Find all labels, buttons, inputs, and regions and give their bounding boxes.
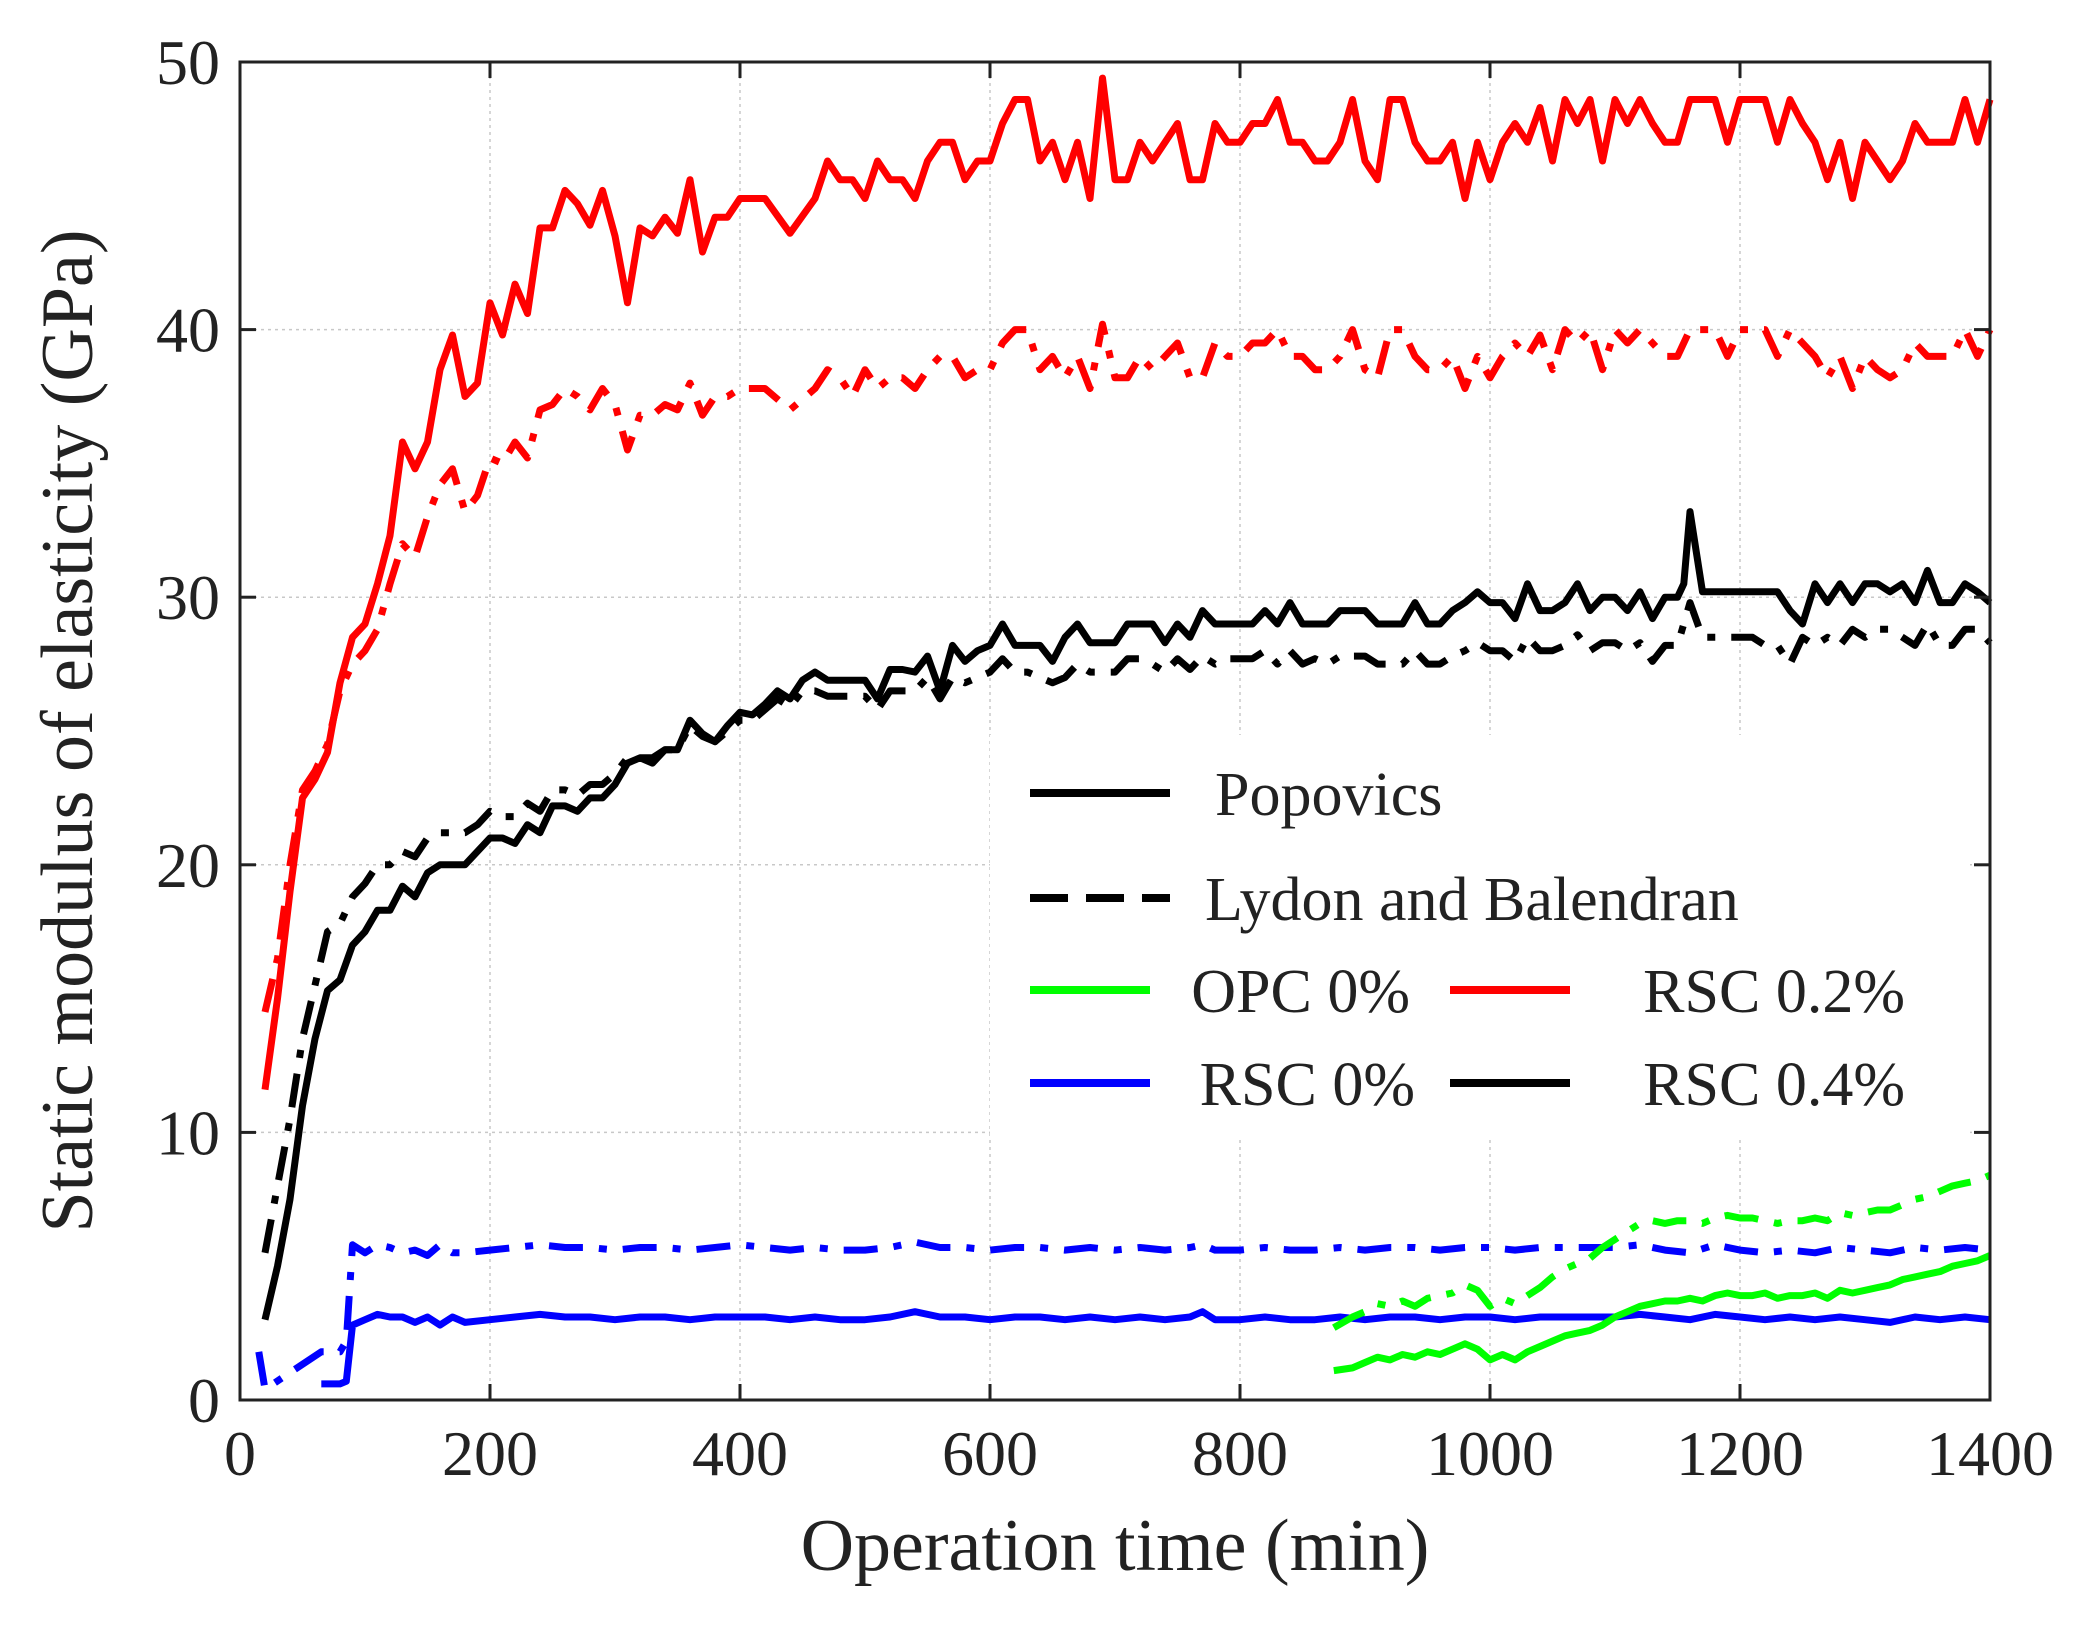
legend-label-rsc-0-4: RSC 0.4%	[1643, 1051, 1905, 1119]
axis-ticks: 0 200 400 600 800 1000 1200 1400 0 10 20 30 40 50	[156, 27, 2054, 1489]
series-line-opc-0-popovics	[1333, 1252, 1992, 1375]
y-axis-title: Static modulus of elasticity (GPa)	[27, 230, 109, 1233]
series-line-rsc-0-4-popovics	[261, 508, 1993, 1321]
y-tick-label: 40	[156, 295, 220, 366]
legend: Popovics Lydon and Balendran OPC 0% RSC 0.2…	[990, 735, 1970, 1140]
series-line-rsc-0-2-lydon-and-balendran	[261, 320, 1994, 1013]
series-line-rsc-0-2-popovics	[261, 74, 1994, 1091]
legend-label-rsc-0: RSC 0%	[1200, 1051, 1415, 1119]
y-tick-label: 20	[156, 830, 220, 901]
x-axis-title: Operation time (min)	[801, 1505, 1430, 1587]
x-tick-label: 200	[442, 1418, 538, 1489]
y-tick-label: 10	[156, 1097, 220, 1168]
x-tick-label: 0	[224, 1418, 256, 1489]
x-tick-label: 400	[692, 1418, 788, 1489]
plot-frame	[238, 60, 1992, 1402]
legend-box	[990, 735, 1970, 1140]
series-line-rsc-0-lydon-and-balendran	[255, 1238, 1991, 1393]
series-line-opc-0-lydon-and-balendran	[1332, 1171, 1992, 1331]
y-tick-label: 30	[156, 562, 220, 633]
series-line-rsc-0-4-lydon-and-balendran	[261, 599, 1993, 1254]
y-tick-label: 0	[188, 1365, 220, 1436]
legend-label-rsc-0-2: RSC 0.2%	[1643, 958, 1905, 1026]
x-tick-label: 1000	[1426, 1418, 1554, 1489]
series-line-rsc-0-popovics	[321, 1308, 1991, 1388]
legend-label-opc-0: OPC 0%	[1191, 958, 1410, 1026]
series-lines	[255, 74, 1994, 1393]
legend-label-popovics: Popovics	[1215, 761, 1442, 829]
x-tick-label: 600	[942, 1418, 1038, 1489]
x-tick-label: 1400	[1926, 1418, 2054, 1489]
x-tick-label: 800	[1192, 1418, 1288, 1489]
legend-label-lydon-and-balendran: Lydon and Balendran	[1205, 866, 1739, 934]
x-tick-label: 1200	[1676, 1418, 1804, 1489]
y-tick-label: 50	[156, 27, 220, 98]
